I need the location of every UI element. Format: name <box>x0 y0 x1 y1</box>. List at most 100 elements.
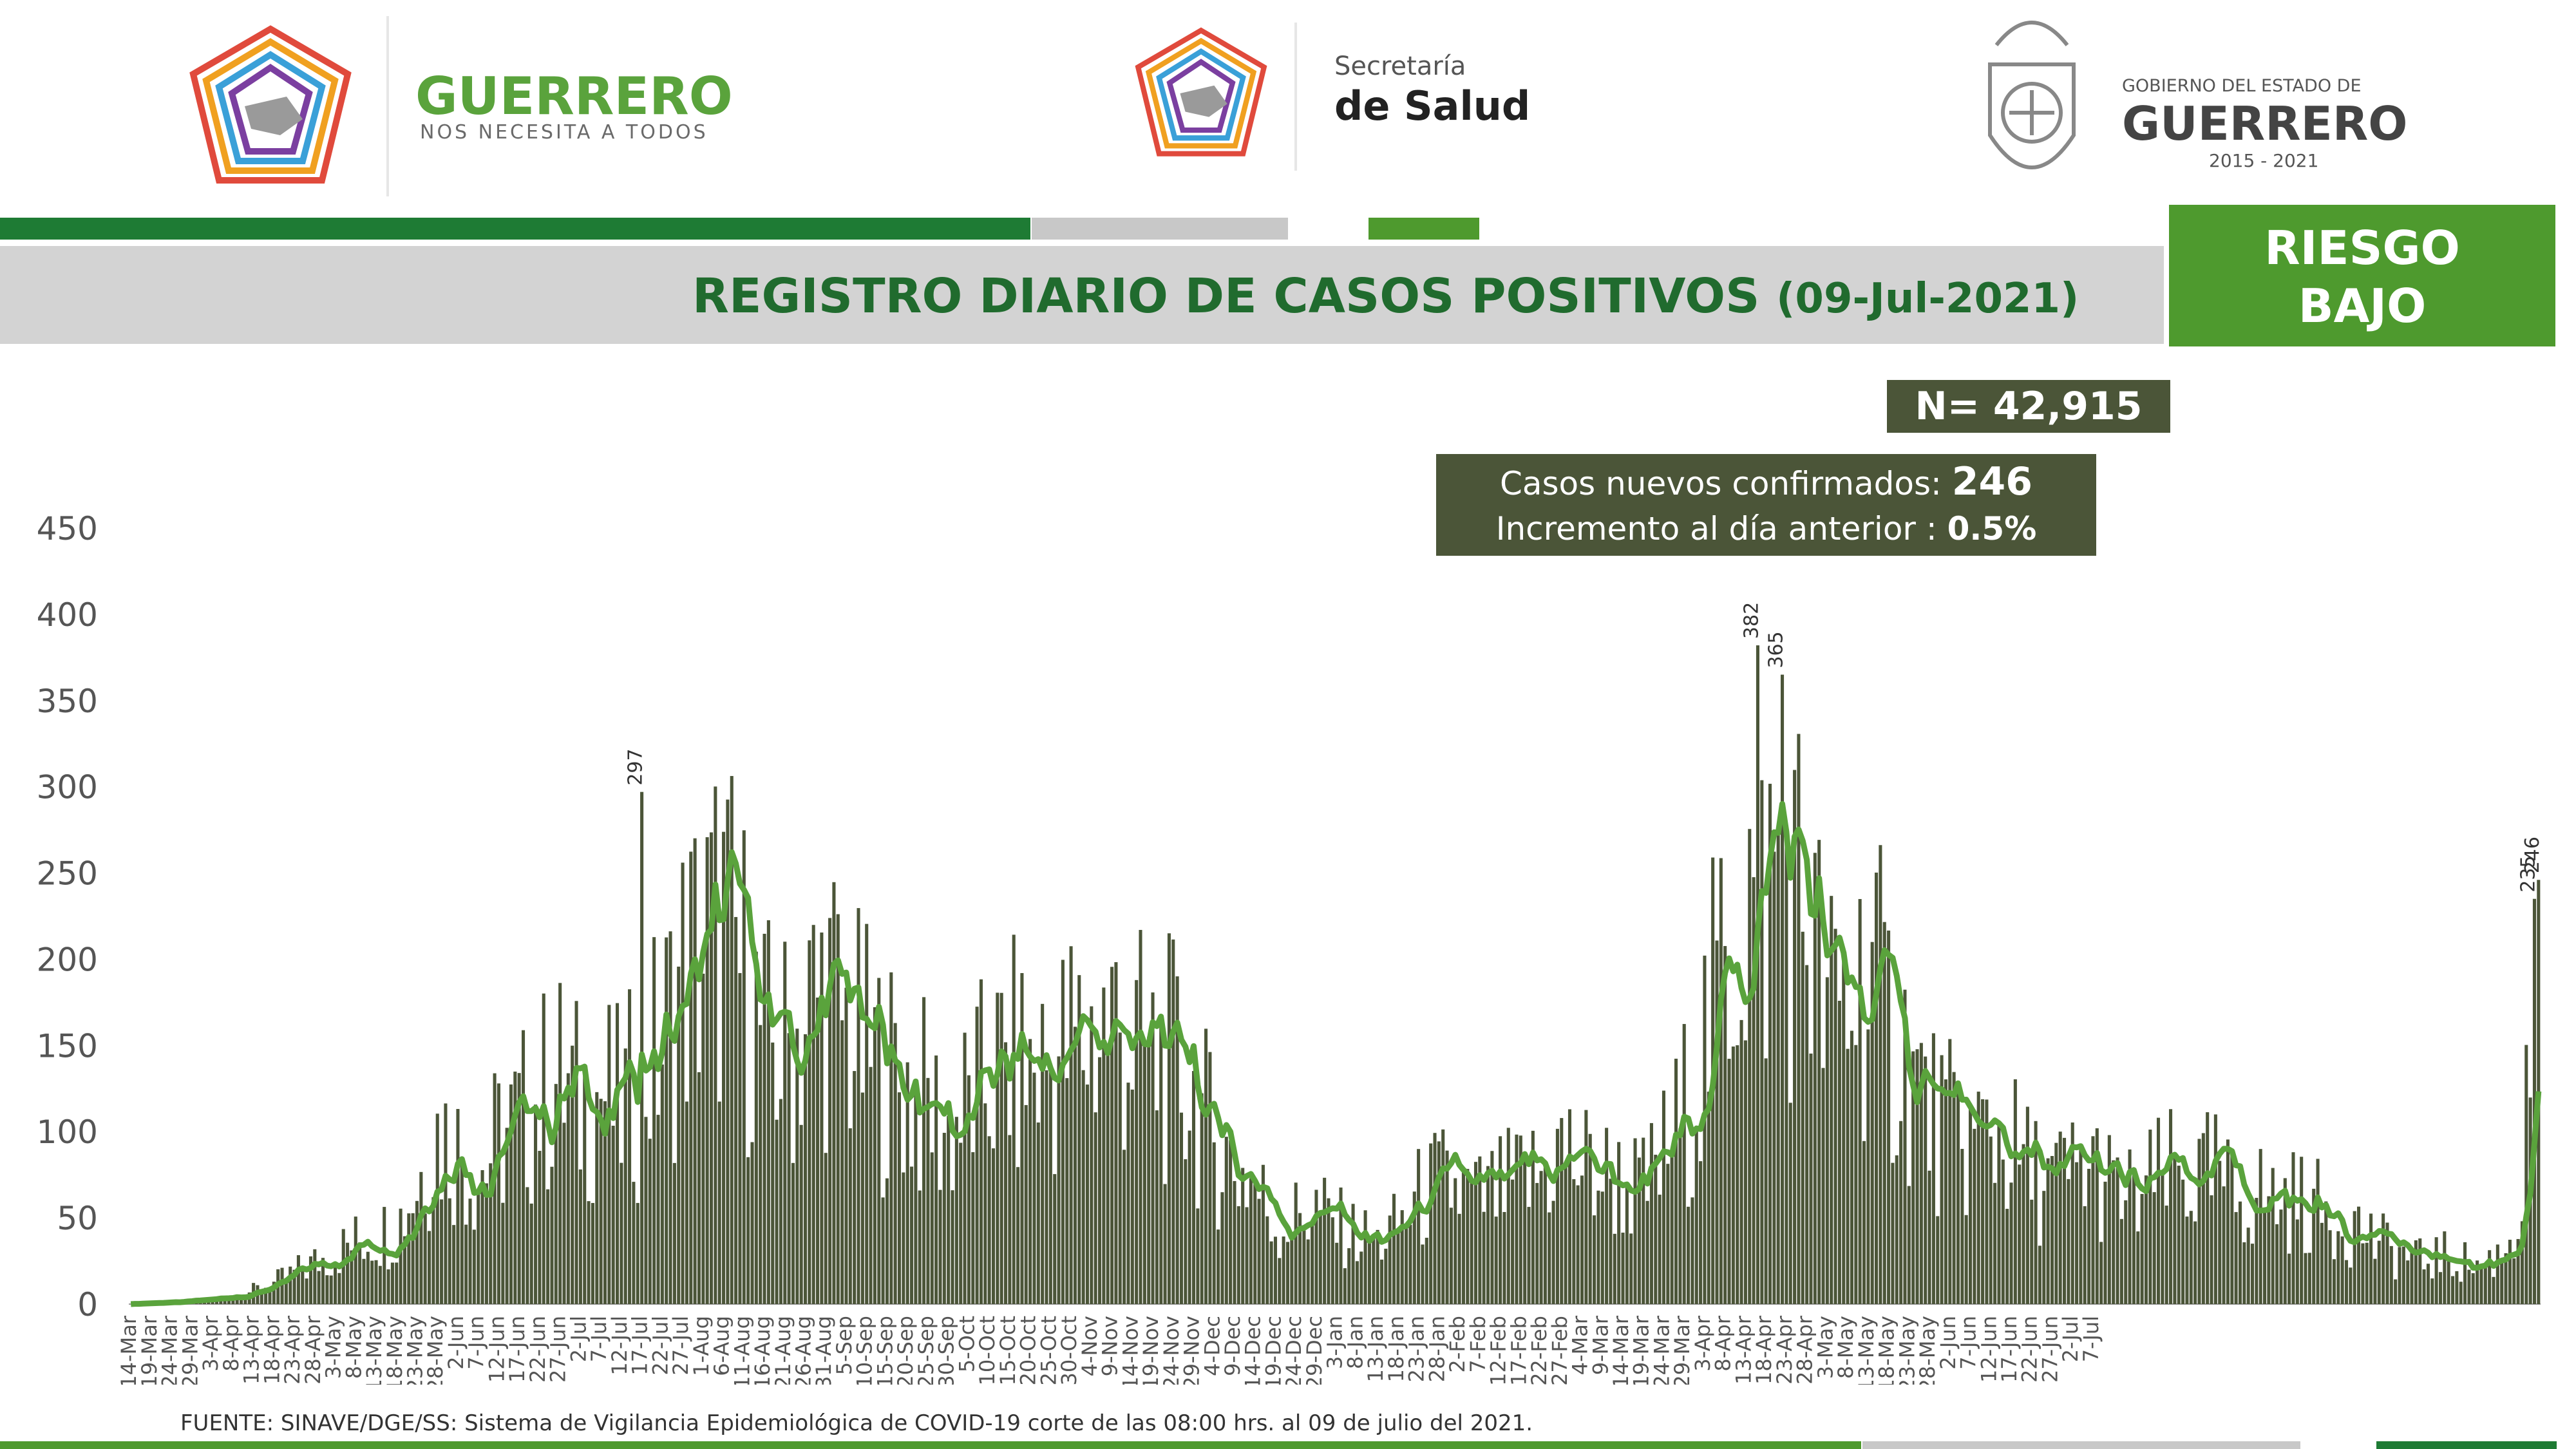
daily-bar <box>1003 1042 1008 1304</box>
daily-bar <box>1637 1157 1641 1304</box>
daily-bar <box>824 1153 828 1304</box>
x-tick-label: 14-Nov <box>1118 1316 1142 1385</box>
daily-bar <box>305 1278 308 1304</box>
daily-bar <box>820 933 824 1304</box>
daily-bar <box>1097 1057 1102 1304</box>
y-tick-label: 0 <box>77 1286 98 1323</box>
daily-bar <box>2001 1159 2005 1304</box>
daily-bar <box>1196 1208 1200 1304</box>
daily-bar <box>1122 1150 1126 1304</box>
daily-bar <box>2476 1260 2479 1304</box>
daily-bar <box>1412 1191 1416 1304</box>
x-tick-label: 12-Feb <box>1486 1316 1511 1385</box>
x-tick-label: 7-Jul <box>587 1316 611 1362</box>
daily-bar <box>2185 1217 2189 1304</box>
x-tick-label: 22-Jul <box>648 1316 672 1376</box>
daily-bar <box>1707 1092 1710 1304</box>
daily-bar <box>799 1124 803 1304</box>
daily-bar <box>2038 1245 2041 1304</box>
daily-bar <box>2201 1133 2205 1304</box>
source-note: FUENTE: SINAVE/DGE/SS: Sistema de Vigila… <box>180 1410 1533 1436</box>
daily-bar <box>578 1169 582 1304</box>
title-main: REGISTRO DIARIO DE CASOS POSITIVOS <box>692 269 1760 324</box>
x-tick-label: 21-Aug <box>771 1316 795 1385</box>
daily-bar <box>828 918 832 1304</box>
daily-bar <box>501 1202 505 1304</box>
x-tick-label: 28-Apr <box>1793 1315 1817 1385</box>
daily-bar <box>574 1001 578 1304</box>
daily-bar <box>2259 1149 2262 1304</box>
daily-bar <box>260 1291 263 1304</box>
x-tick-label: 14-Mar <box>1609 1315 1633 1385</box>
peak-label: 382 <box>1740 602 1763 639</box>
daily-bar <box>1690 1197 1694 1304</box>
daily-bar <box>2418 1238 2422 1304</box>
daily-bar <box>2210 1195 2213 1304</box>
x-tick-label: 29-Mar <box>1670 1315 1694 1385</box>
daily-bar <box>1731 1046 1735 1304</box>
x-tick-label: 22-Feb <box>1527 1316 1551 1385</box>
x-tick-label: 25-Oct <box>1036 1316 1061 1385</box>
daily-bar <box>2042 1191 2046 1304</box>
daily-bar <box>1948 1039 1952 1304</box>
daily-bar <box>538 1151 542 1304</box>
daily-bar <box>1825 977 1829 1304</box>
daily-bar <box>656 1115 660 1304</box>
daily-bar <box>795 1028 799 1304</box>
daily-bar <box>1605 1128 1609 1304</box>
daily-bar <box>881 1197 885 1304</box>
x-tick-label: 29-Nov <box>1180 1316 1204 1385</box>
x-tick-label: 23-May <box>402 1316 427 1385</box>
daily-bar <box>1687 1206 1690 1304</box>
bar-series <box>133 645 2541 1304</box>
daily-bar <box>2124 1200 2128 1304</box>
daily-bar <box>583 1071 587 1304</box>
daily-bar <box>1973 1128 1976 1304</box>
x-tick-label: 19-Nov <box>1139 1316 1163 1385</box>
daily-bar <box>1887 930 1891 1304</box>
daily-bar <box>526 1187 529 1304</box>
daily-bar <box>2307 1253 2311 1304</box>
state-seal <box>1971 6 2093 206</box>
daily-bar <box>1036 1122 1040 1304</box>
daily-bar <box>452 1225 456 1304</box>
daily-bar <box>2365 1242 2369 1304</box>
daily-bar <box>1045 1070 1048 1304</box>
daily-bar <box>681 862 685 1304</box>
daily-bar <box>1041 1003 1045 1304</box>
x-tick-label: 12-Jun <box>1976 1316 2001 1383</box>
daily-bar <box>750 1142 754 1304</box>
daily-bar <box>1633 1138 1637 1304</box>
daily-bar <box>1220 1192 1224 1304</box>
daily-bar <box>2079 1146 2083 1304</box>
daily-bar <box>909 1166 914 1304</box>
brand-tagline: NOS NECESITA A TODOS <box>420 121 708 144</box>
bottom-stripe-dark <box>2376 1441 2557 1449</box>
daily-bar <box>693 838 697 1304</box>
salud-logo <box>1130 23 1272 164</box>
daily-bar <box>2013 1079 2017 1304</box>
daily-bar <box>1952 1072 1956 1304</box>
daily-bar <box>1719 858 1723 1304</box>
x-tick-label: 4-Dec <box>1200 1316 1224 1376</box>
daily-bar <box>1682 1024 1686 1304</box>
daily-bar <box>848 1128 852 1304</box>
daily-bar <box>1188 1130 1191 1304</box>
daily-bar <box>308 1256 313 1304</box>
daily-bar <box>1572 1179 1576 1304</box>
increase-row: Incremento al día anterior : 0.5% <box>1436 506 2096 551</box>
increase-value: 0.5% <box>1947 510 2037 547</box>
daily-bar <box>358 1242 362 1304</box>
daily-bar <box>2438 1272 2443 1304</box>
daily-bar <box>415 1200 419 1304</box>
daily-bar <box>1449 1208 1453 1304</box>
daily-bar <box>2152 1192 2156 1304</box>
daily-bar <box>2169 1109 2173 1304</box>
daily-bar <box>628 989 632 1304</box>
daily-bar <box>395 1262 399 1304</box>
daily-bar <box>779 1099 782 1304</box>
daily-bar <box>1862 1141 1866 1304</box>
daily-bar <box>2087 1168 2091 1304</box>
daily-bar <box>1077 975 1081 1304</box>
daily-bar <box>746 1157 750 1304</box>
